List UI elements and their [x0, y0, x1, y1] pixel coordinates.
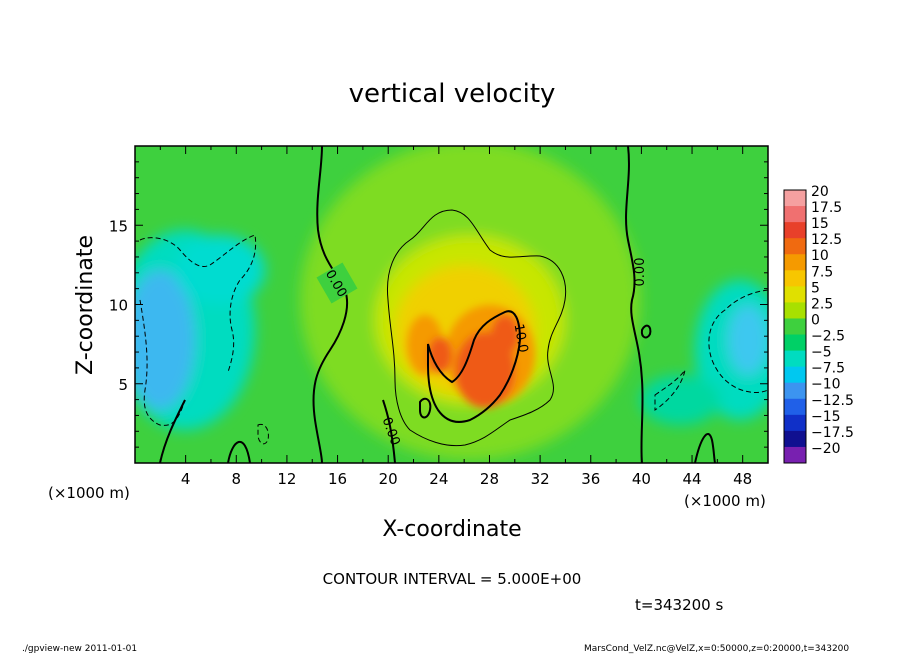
- contour-label-bg: [316, 262, 358, 304]
- colorbar-label: 20: [811, 184, 829, 200]
- field-red-c: [491, 315, 519, 355]
- footer-right: MarsCond_VelZ.nc@VelZ,x=0:50000,z=0:2000…: [584, 644, 849, 654]
- colorbar-swatch: [784, 302, 806, 319]
- contour-zero-lowleft: [159, 399, 186, 463]
- x-unit-right: (×1000 m): [684, 492, 766, 510]
- colorbar-label: −5: [811, 345, 832, 361]
- colorbar-frame: [783, 189, 807, 464]
- x-tick-label: 16: [328, 470, 347, 488]
- contour-zero-right: [625, 146, 644, 463]
- contour-label: 0.00: [633, 258, 648, 287]
- heatmap-field: 0.00 0.00 0.00 10.0: [135, 146, 768, 463]
- colorbar-label: −12.5: [811, 393, 854, 409]
- contour-ten-small: [419, 397, 432, 419]
- contour-interval-text: CONTOUR INTERVAL = 5.000E+00: [323, 570, 582, 588]
- contour-labels: 0.00 0.00 0.00 10.0: [316, 258, 648, 448]
- contour-neg-left: [139, 234, 257, 373]
- contour-zero-lowleft-b: [227, 440, 251, 463]
- colorbar-label: −15: [811, 409, 841, 425]
- colorbar-swatch: [784, 334, 806, 352]
- x-tick-label: 8: [232, 470, 242, 488]
- colorbar-swatch: [784, 238, 806, 255]
- colorbar-label: 2.5: [811, 296, 833, 312]
- colorbar-swatch: [784, 254, 806, 271]
- y-axis: 5 10 15: [109, 145, 768, 464]
- contour-zero-center: [382, 399, 396, 463]
- field-cyan-upperleft: [175, 235, 265, 305]
- x-tick-label: 12: [277, 470, 296, 488]
- colorbar-label: 10: [811, 248, 829, 264]
- field-blue-right: [728, 305, 768, 375]
- y-tick-label: 5: [118, 376, 128, 394]
- colorbar-label: −10: [811, 377, 841, 393]
- x-tick-label: 32: [531, 470, 550, 488]
- colorbar-swatch: [784, 206, 806, 223]
- footer-left: ./gpview-new 2011-01-01: [22, 644, 137, 654]
- chart-title: vertical velocity: [349, 79, 556, 109]
- colorbar: 2017.51512.5107.552.50−2.5−5−7.5−10−12.5…: [783, 184, 854, 464]
- colorbar-label: 17.5: [811, 200, 842, 216]
- colorbar-label: 5: [811, 280, 820, 296]
- y-tick-label: 10: [109, 297, 128, 315]
- contour-neg-lowright: [654, 369, 686, 411]
- x-tick-label: 36: [581, 470, 600, 488]
- contour-zero-left: [312, 146, 349, 463]
- y-tick-label: 15: [109, 217, 128, 235]
- contour-zero-lowright: [694, 433, 716, 463]
- colorbar-label: 15: [811, 216, 829, 232]
- x-axis-label: X-coordinate: [382, 517, 521, 542]
- contour-neg-right: [708, 289, 768, 394]
- colorbar-swatch: [784, 222, 806, 239]
- colorbar-swatch: [784, 286, 806, 303]
- x-tick-label: 48: [733, 470, 752, 488]
- colorbar-label: 0: [811, 312, 820, 328]
- time-text: t=343200 s: [635, 596, 723, 614]
- y-axis-label: Z-coordinate: [73, 235, 98, 375]
- contour-zero-small-right: [640, 324, 652, 339]
- colorbar-swatch: [784, 382, 806, 400]
- x-tick-label: 4: [181, 470, 191, 488]
- x-tick-label: 40: [632, 470, 651, 488]
- contour-neg-small: [257, 423, 269, 445]
- x-tick-label: 20: [379, 470, 398, 488]
- colorbar-label: −17.5: [811, 425, 854, 441]
- colorbar-swatch: [784, 270, 806, 287]
- colorbar-label: 12.5: [811, 232, 842, 248]
- field-cyan-lowright: [640, 375, 720, 425]
- x-unit-left: (×1000 m): [48, 484, 130, 502]
- colorbar-swatch: [784, 350, 806, 368]
- x-tick-label: 28: [480, 470, 499, 488]
- colorbar-swatch: [784, 190, 806, 207]
- colorbar-swatch: [784, 366, 806, 384]
- field-red-b: [428, 337, 452, 373]
- colorbar-swatch: [784, 414, 806, 432]
- contour-five-loop: [386, 209, 567, 447]
- colorbar-swatch: [784, 398, 806, 416]
- x-axis: 4 8 12 16 20 24 28 32 36 40 44 48: [134, 146, 769, 488]
- colorbar-label: −2.5: [811, 329, 845, 345]
- colorbar-swatch: [784, 318, 806, 336]
- colorbar-label: −7.5: [811, 361, 845, 377]
- colorbar-swatch: [784, 446, 806, 464]
- field-blue-left: [135, 270, 195, 410]
- x-tick-label: 44: [682, 470, 701, 488]
- contour-label: 10.0: [511, 323, 531, 354]
- x-tick-label: 24: [429, 470, 448, 488]
- colorbar-label: −20: [811, 441, 841, 457]
- colorbar-swatch: [784, 430, 806, 448]
- contour-ten-loop: [427, 310, 522, 423]
- colorbar-label: 7.5: [811, 264, 833, 280]
